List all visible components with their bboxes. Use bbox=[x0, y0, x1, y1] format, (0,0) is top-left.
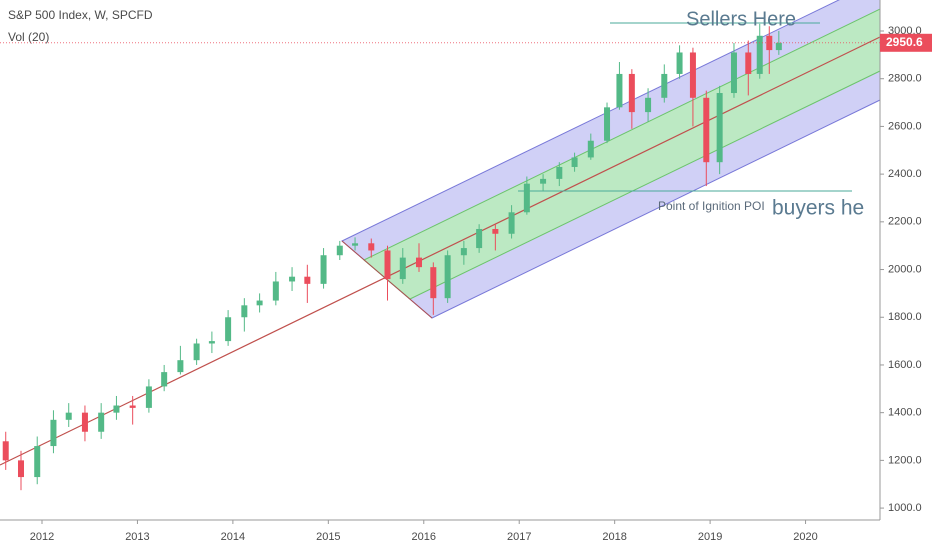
annotation: buyers he bbox=[772, 197, 864, 220]
y-tick-label: 1400.0 bbox=[888, 407, 922, 419]
indicator-label: Vol (20) bbox=[8, 30, 49, 44]
candle-body bbox=[492, 228, 499, 234]
candle-body bbox=[2, 441, 9, 461]
candle-body bbox=[129, 405, 136, 408]
candle-body bbox=[444, 255, 451, 299]
candle-body bbox=[34, 446, 41, 478]
candle-body bbox=[766, 35, 773, 51]
candle-body bbox=[661, 73, 668, 98]
x-tick-label: 2013 bbox=[125, 531, 149, 543]
candle-body bbox=[703, 97, 710, 163]
x-tick-label: 2019 bbox=[698, 531, 722, 543]
annotation: Point of Ignition POI bbox=[658, 199, 765, 213]
candle-body bbox=[460, 248, 467, 256]
candle-body bbox=[745, 52, 752, 74]
candle-body bbox=[177, 360, 184, 373]
x-tick-label: 2020 bbox=[793, 531, 817, 543]
annotation: Sellers Here bbox=[686, 8, 796, 30]
y-tick-label: 2400.0 bbox=[888, 168, 922, 180]
candle-body bbox=[756, 35, 763, 74]
candle-body bbox=[616, 73, 623, 108]
candle-body bbox=[145, 386, 152, 408]
y-tick-label: 1600.0 bbox=[888, 359, 922, 371]
y-tick-label: 2200.0 bbox=[888, 216, 922, 228]
candle-body bbox=[272, 281, 279, 301]
candle-body bbox=[225, 317, 232, 342]
candle-body bbox=[304, 276, 311, 284]
candle-body bbox=[352, 243, 359, 246]
x-tick-label: 2015 bbox=[316, 531, 340, 543]
candle-body bbox=[98, 412, 105, 432]
candle-body bbox=[17, 460, 24, 478]
candle-body bbox=[604, 107, 611, 141]
x-tick-label: 2018 bbox=[602, 531, 626, 543]
candle-body bbox=[628, 73, 635, 113]
candle-body bbox=[384, 250, 391, 280]
candle-body bbox=[556, 166, 563, 179]
price-axis-bg bbox=[880, 0, 932, 550]
candle-body bbox=[289, 276, 296, 282]
candle-body bbox=[676, 52, 683, 74]
candle-body bbox=[399, 257, 406, 280]
candle-body bbox=[256, 300, 263, 306]
candle-body bbox=[775, 42, 782, 51]
x-tick-label: 2017 bbox=[507, 531, 531, 543]
candle-body bbox=[320, 255, 327, 284]
candle-body bbox=[716, 93, 723, 163]
candle-body bbox=[587, 140, 594, 158]
candle-body bbox=[416, 257, 423, 268]
candle-body bbox=[208, 341, 215, 344]
inner-channel bbox=[363, 8, 881, 300]
candle-body bbox=[571, 157, 578, 167]
y-tick-label: 1200.0 bbox=[888, 454, 922, 466]
candle-body bbox=[50, 419, 57, 447]
candle-body bbox=[430, 267, 437, 299]
candle-body bbox=[113, 405, 120, 413]
x-tick-label: 2016 bbox=[412, 531, 436, 543]
candle-body bbox=[241, 305, 248, 318]
last-price-label: 2950.6 bbox=[886, 35, 923, 49]
x-tick-label: 2012 bbox=[30, 531, 54, 543]
candle-body bbox=[65, 412, 72, 420]
y-tick-label: 2800.0 bbox=[888, 73, 922, 85]
pitchfork-handle bbox=[341, 240, 433, 319]
candle-body bbox=[336, 245, 343, 256]
x-tick-label: 2014 bbox=[221, 531, 245, 543]
last-price-badge bbox=[880, 33, 932, 52]
candle-body bbox=[193, 343, 200, 361]
candle-body bbox=[368, 243, 375, 251]
candle-body bbox=[508, 212, 515, 234]
y-tick-label: 2000.0 bbox=[888, 263, 922, 275]
y-tick-label: 2600.0 bbox=[888, 120, 922, 132]
y-tick-label: 1000.0 bbox=[888, 502, 922, 514]
chart-title: S&P 500 Index, W, SPCFD bbox=[8, 8, 153, 22]
candle-body bbox=[689, 52, 696, 98]
candle-body bbox=[523, 183, 530, 213]
candle-body bbox=[540, 178, 547, 184]
candle-body bbox=[730, 52, 737, 94]
candle-body bbox=[81, 412, 88, 432]
median-line bbox=[0, 36, 881, 466]
candle-body bbox=[476, 228, 483, 249]
candle-body bbox=[161, 372, 168, 387]
y-tick-label: 1800.0 bbox=[888, 311, 922, 323]
candle-body bbox=[645, 97, 652, 113]
